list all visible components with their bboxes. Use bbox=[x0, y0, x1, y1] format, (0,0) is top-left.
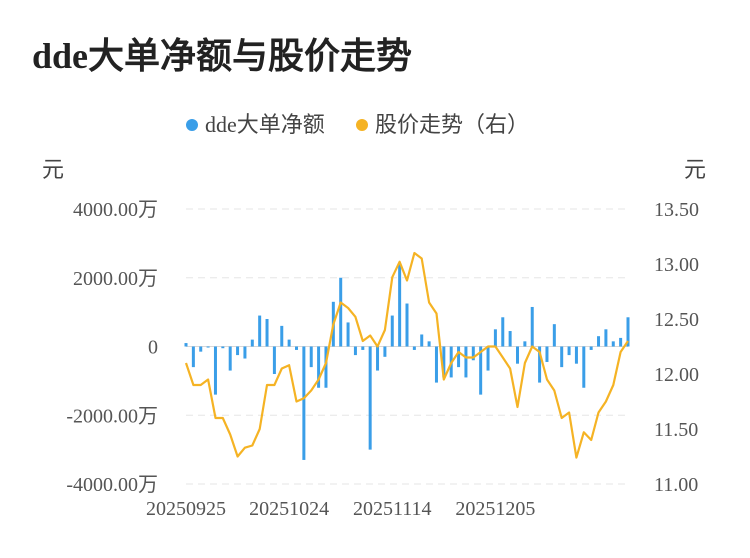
dde-bar bbox=[383, 346, 387, 357]
left-tick-label: 0 bbox=[148, 337, 158, 359]
dde-bar bbox=[560, 346, 564, 368]
dde-bar bbox=[442, 346, 446, 378]
legend-marker-price bbox=[356, 119, 368, 131]
dde-bar bbox=[545, 346, 549, 362]
dde-bar bbox=[228, 346, 232, 371]
dde-bar bbox=[376, 346, 380, 371]
dde-bar bbox=[552, 324, 556, 347]
dde-bar bbox=[280, 325, 284, 347]
dde-bar bbox=[619, 337, 623, 347]
legend: dde大单净额 股价走势（右） bbox=[186, 112, 529, 137]
right-tick-label: 13.00 bbox=[654, 254, 699, 276]
dde-bar bbox=[398, 264, 402, 347]
dde-bar bbox=[471, 346, 475, 361]
dde-bar bbox=[339, 277, 343, 347]
dde-bar bbox=[353, 346, 357, 356]
left-axis-unit: 元 bbox=[42, 157, 64, 182]
dde-bar bbox=[213, 346, 217, 395]
dde-bar bbox=[361, 346, 365, 350]
dde-bar bbox=[626, 317, 630, 347]
x-tick-label: 20251205 bbox=[455, 498, 535, 520]
dde-bar bbox=[199, 346, 203, 352]
right-tick-label: 11.00 bbox=[654, 474, 698, 496]
dde-bar bbox=[324, 346, 328, 388]
right-tick-label: 11.50 bbox=[654, 419, 698, 441]
left-tick-label: 2000.00万 bbox=[73, 268, 158, 290]
dde-bar bbox=[405, 303, 409, 347]
dde-bar bbox=[221, 346, 225, 349]
dde-bar bbox=[346, 322, 350, 347]
dde-bar bbox=[582, 346, 586, 388]
dde-bar bbox=[302, 346, 306, 460]
left-tick-label: -2000.00万 bbox=[66, 405, 158, 427]
price-line bbox=[184, 251, 629, 459]
left-tick-label: 4000.00万 bbox=[73, 199, 158, 221]
dde-bar bbox=[538, 346, 542, 383]
dde-bar bbox=[611, 341, 615, 347]
dde-bar bbox=[390, 315, 394, 347]
dde-bar bbox=[574, 346, 578, 364]
dde-bar bbox=[589, 346, 593, 350]
x-axis-ticks: 20250925 20251024 20251114 20251205 bbox=[146, 498, 535, 520]
right-axis-ticks: 13.50 13.00 12.50 12.00 11.50 11.00 bbox=[654, 199, 699, 496]
price-line-group bbox=[184, 251, 629, 459]
right-tick-label: 13.50 bbox=[654, 199, 699, 221]
dde-bar bbox=[516, 346, 519, 364]
dde-bar bbox=[464, 346, 468, 378]
left-tick-label: -4000.00万 bbox=[66, 474, 158, 496]
dde-bar bbox=[236, 346, 240, 356]
dde-bar bbox=[523, 341, 527, 347]
dde-bar bbox=[206, 346, 210, 348]
dde-bar bbox=[265, 319, 269, 347]
dde-bar bbox=[501, 317, 505, 347]
x-tick-label: 20251114 bbox=[353, 498, 432, 520]
dde-bar bbox=[272, 346, 276, 374]
dde-bar bbox=[309, 346, 313, 368]
legend-label-dde: dde大单净额 bbox=[205, 112, 325, 137]
dde-bar bbox=[493, 329, 497, 347]
x-tick-label: 20251024 bbox=[249, 498, 329, 520]
dde-bar bbox=[287, 339, 291, 347]
legend-marker-dde bbox=[186, 119, 198, 131]
dde-bar bbox=[427, 341, 431, 347]
dde-bar bbox=[184, 343, 188, 347]
dde-bar bbox=[295, 346, 298, 350]
dde-bar bbox=[486, 346, 490, 371]
right-tick-label: 12.50 bbox=[654, 309, 699, 331]
dde-bar bbox=[250, 339, 254, 347]
legend-label-price: 股价走势（右） bbox=[375, 112, 529, 137]
x-tick-label: 20250925 bbox=[146, 498, 226, 520]
dde-bar bbox=[420, 334, 424, 347]
dde-bar bbox=[567, 346, 571, 356]
dde-bar bbox=[191, 346, 195, 368]
dde-bar bbox=[604, 329, 608, 347]
dde-bar bbox=[508, 331, 512, 347]
dde-bar bbox=[597, 336, 601, 347]
dde-bars bbox=[184, 264, 630, 460]
dde-bar bbox=[412, 346, 416, 350]
dde-bar bbox=[530, 306, 534, 347]
right-tick-label: 12.00 bbox=[654, 364, 699, 386]
dde-bar bbox=[258, 315, 262, 347]
dde-bar bbox=[457, 346, 461, 368]
dde-bar bbox=[434, 346, 438, 383]
dde-bar bbox=[317, 346, 321, 388]
right-axis-unit: 元 bbox=[684, 157, 706, 182]
left-axis-ticks: 4000.00万 2000.00万 0 -2000.00万 -4000.00万 bbox=[66, 199, 158, 496]
dde-bar bbox=[243, 346, 247, 359]
page-title: dde大单净额与股价走势 bbox=[32, 36, 413, 76]
dde-bar bbox=[479, 346, 483, 395]
dde-bar bbox=[368, 346, 372, 450]
